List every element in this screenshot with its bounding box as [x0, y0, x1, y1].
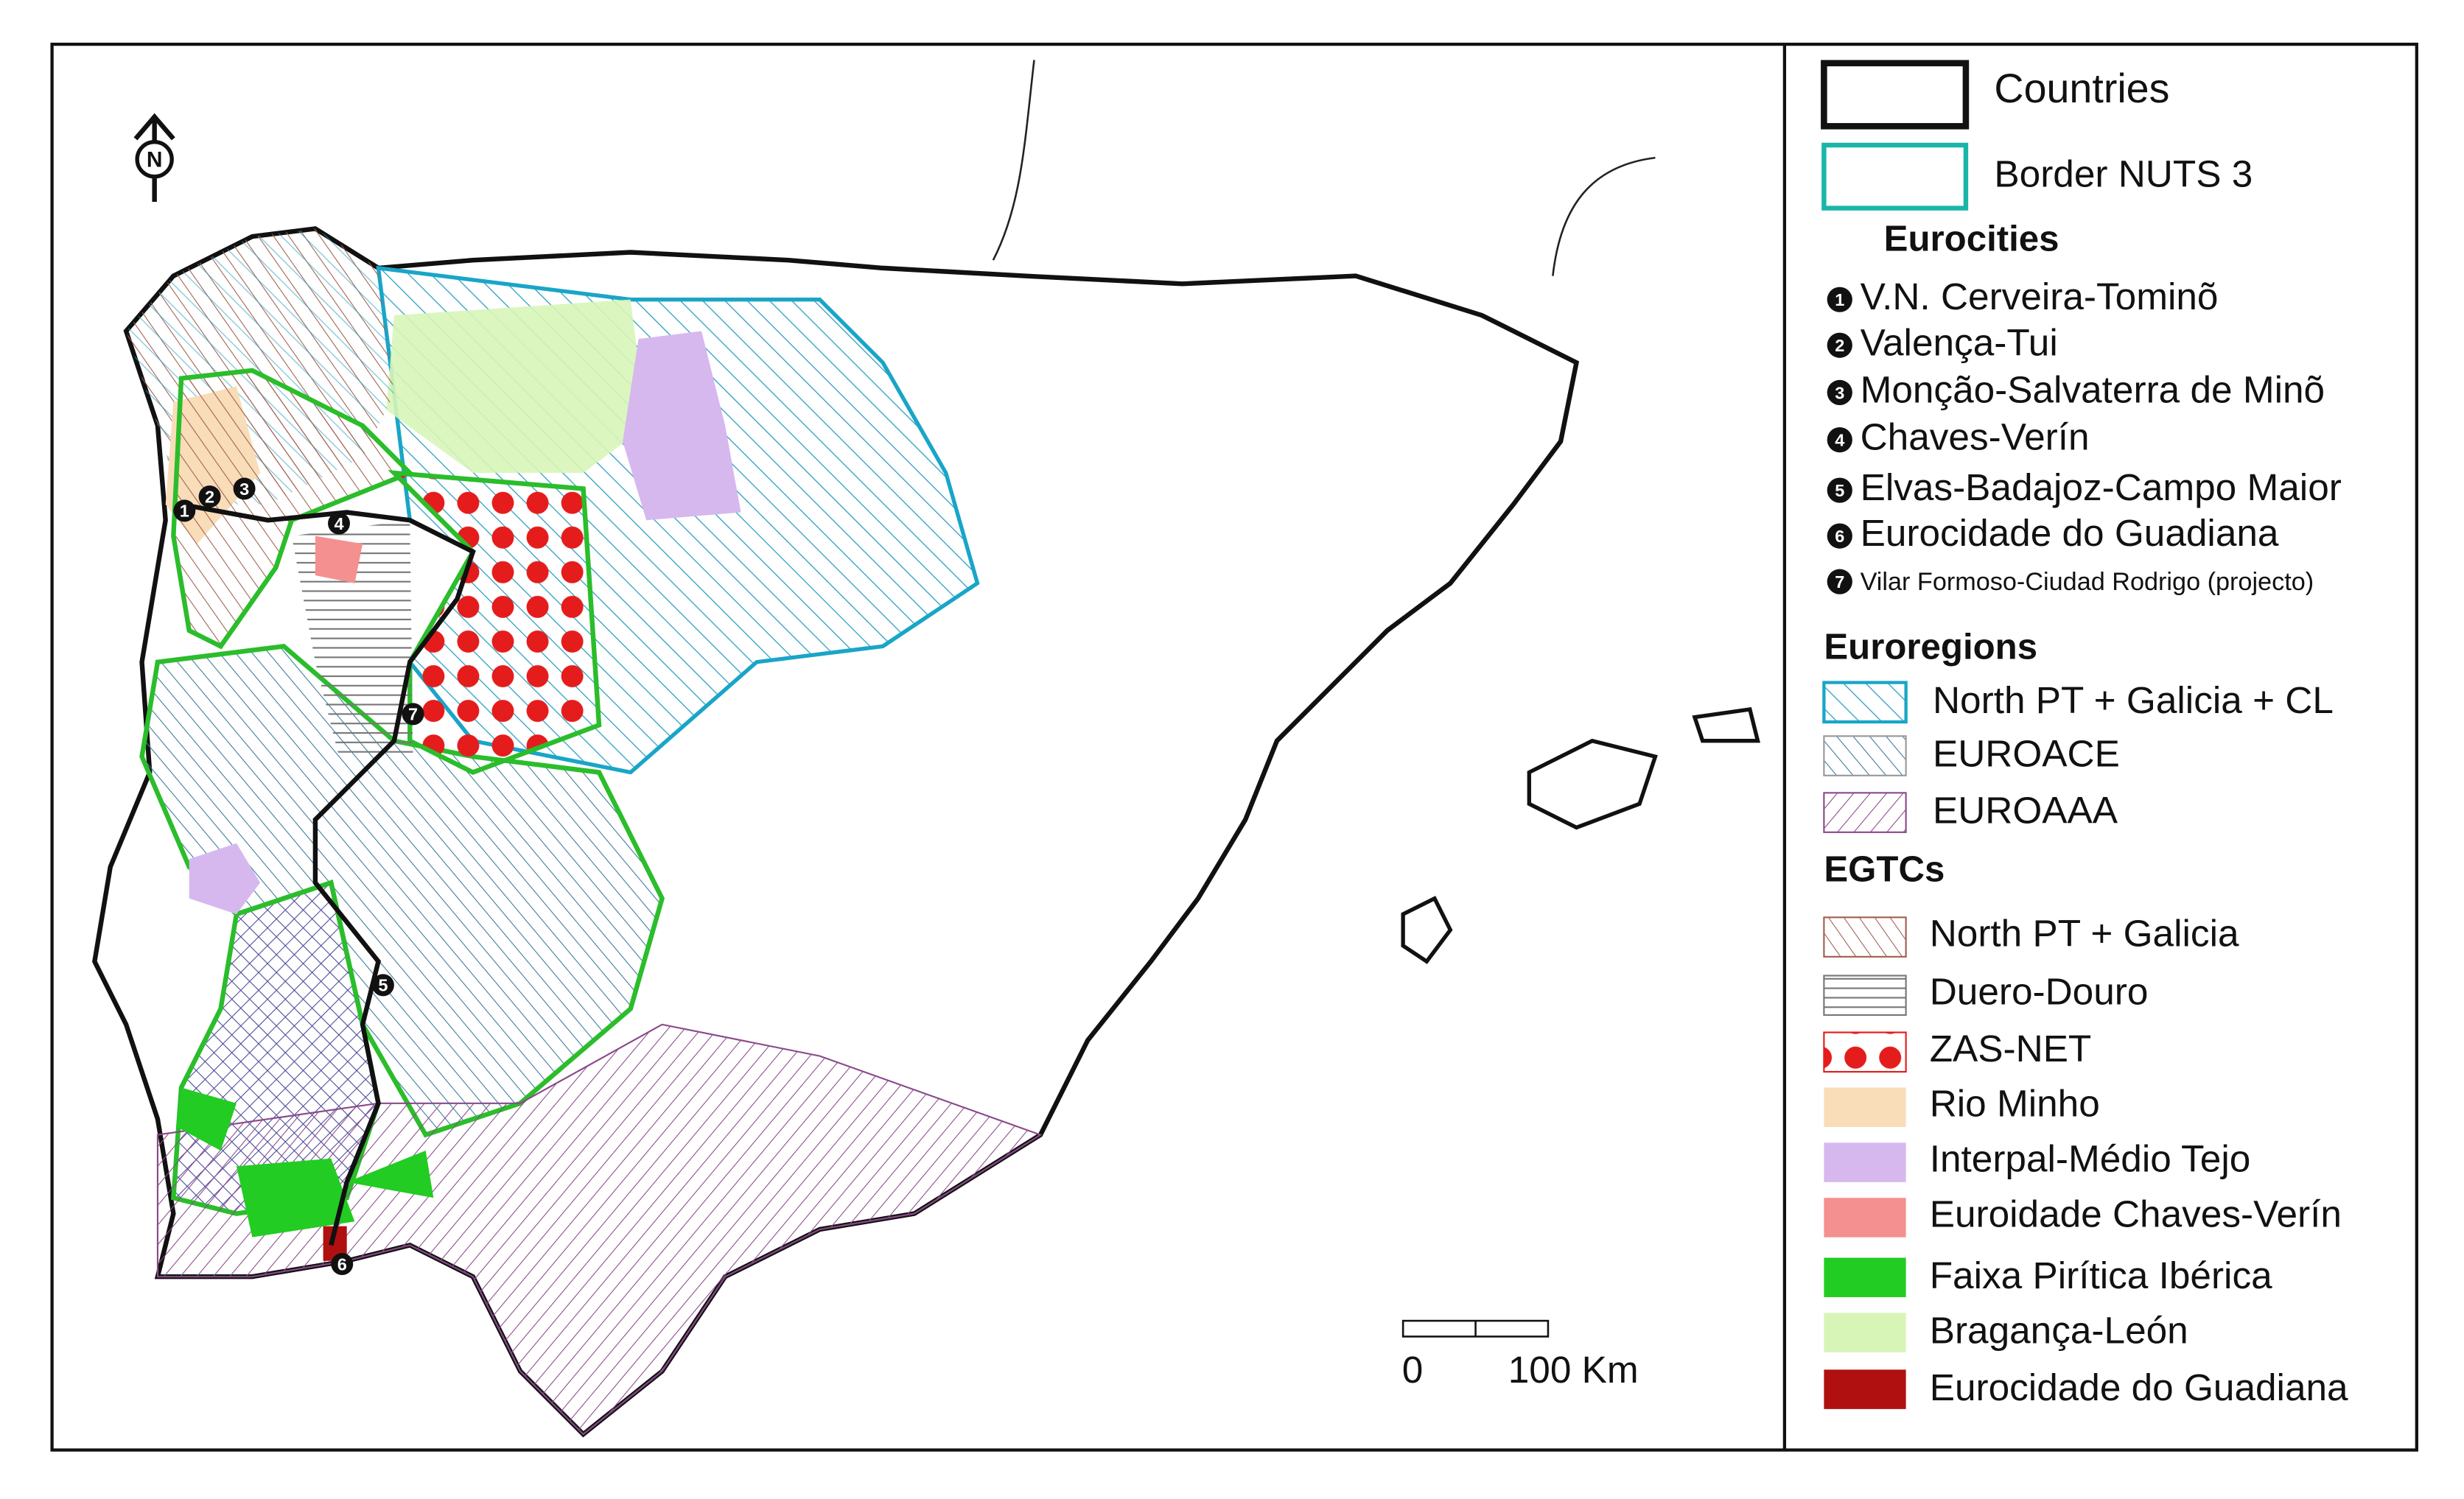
legend-marker: 7 — [1835, 572, 1844, 591]
legend-label: North PT + Galicia + CL — [1933, 679, 2334, 721]
scale-end: 100 Km — [1508, 1349, 1639, 1391]
legend-label: Euroidade Chaves-Verín — [1930, 1193, 2342, 1235]
map-marker-label: 3 — [239, 480, 249, 499]
legend-marker: 4 — [1835, 430, 1844, 449]
legend-label: Rio Minho — [1930, 1083, 2100, 1125]
legend-label: Eurocidade do Guadiana — [1930, 1366, 2348, 1408]
legend-label: V.N. Cerveira-Tominõ — [1861, 275, 2219, 317]
scale-bar: 0 100 Km — [1402, 1319, 1639, 1391]
legend-label: Interpal-Médio Tejo — [1930, 1138, 2251, 1180]
eurocity-markers: 1 2 3 4 5 6 7 — [173, 477, 424, 1276]
map-marker-label: 6 — [337, 1254, 347, 1274]
legend-label: EUROAAA — [1933, 790, 2118, 832]
legend-heading: Euroregions — [1824, 627, 2037, 667]
legend-label: North PT + Galicia — [1930, 913, 2239, 955]
legend-heading: EGTCs — [1824, 849, 1945, 889]
legend-marker: 1 — [1835, 290, 1844, 309]
legend-label: Vilar Formoso-Ciudad Rodrigo (projecto) — [1861, 568, 2314, 596]
legend: Countries Border NUTS 3 Eurocities 1 V.N… — [1821, 60, 2348, 1409]
map — [92, 60, 1760, 1438]
north-label: N — [147, 147, 163, 172]
legend-marker: 6 — [1835, 527, 1844, 546]
map-marker-label: 7 — [408, 705, 418, 724]
legend-marker: 3 — [1835, 383, 1844, 402]
legend-label: Faixa Pirítica Ibérica — [1930, 1254, 2272, 1296]
legend-heading: Eurocities — [1884, 219, 2059, 259]
north-arrow: N — [133, 113, 175, 203]
map-marker-label: 4 — [334, 514, 343, 533]
legend-label: Monção-Salvaterra de Minõ — [1861, 368, 2325, 410]
legend-marker: 2 — [1835, 336, 1844, 355]
legend-label: Eurocidade do Guadiana — [1861, 512, 2279, 554]
legend-label: Chaves-Verín — [1861, 416, 2090, 458]
legend-label: Countries — [1994, 66, 2169, 111]
map-marker-label: 2 — [205, 487, 214, 506]
legend-label: Elvas-Badajoz-Campo Maior — [1861, 466, 2342, 508]
legend-label: Bragança-León — [1930, 1310, 2188, 1352]
map-marker-label: 5 — [378, 976, 388, 995]
legend-label: ZAS-NET — [1930, 1028, 2092, 1070]
legend-label: Duero-Douro — [1930, 971, 2149, 1013]
legend-marker: 5 — [1835, 481, 1844, 500]
map-marker-label: 1 — [180, 502, 189, 521]
legend-label: Valença-Tui — [1861, 321, 2058, 363]
scale-start: 0 — [1402, 1349, 1424, 1391]
legend-label: Border NUTS 3 — [1994, 152, 2253, 194]
legend-label: EUROACE — [1933, 733, 2120, 775]
